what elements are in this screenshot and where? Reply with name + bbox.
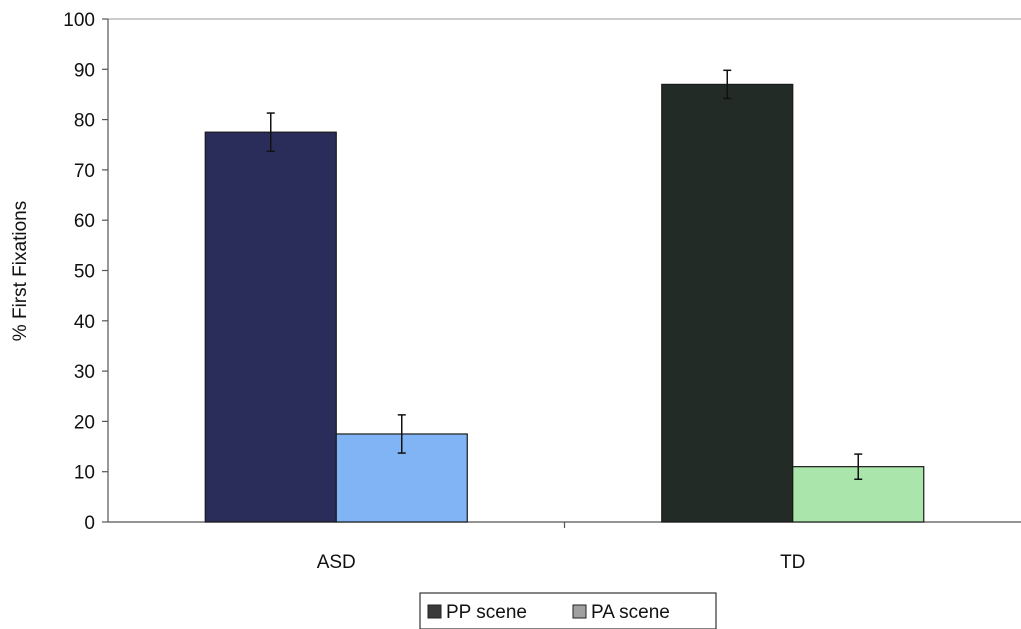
y-tick-label: 80 (74, 111, 95, 132)
y-tick-label: 30 (74, 362, 95, 383)
y-tick-label: 20 (74, 412, 95, 433)
legend-label: PA scene (591, 602, 670, 623)
y-tick-label: 100 (63, 10, 95, 31)
legend: PP scene PA scene (419, 592, 717, 629)
x-tick-label: ASD (317, 552, 356, 573)
y-tick-label: 40 (74, 312, 95, 333)
legend-swatch (572, 604, 587, 619)
y-tick-label: 70 (74, 161, 95, 182)
y-tick-label: 60 (74, 211, 95, 232)
legend-label: PP scene (446, 602, 527, 623)
bar-asd-pp-scene (204, 131, 337, 523)
y-tick-label: 50 (74, 262, 95, 283)
bar-td-pp-scene (661, 83, 794, 523)
y-axis-title: % First Fixations (10, 201, 31, 341)
y-tick-label: 0 (84, 513, 95, 534)
y-tick-label: 10 (74, 463, 95, 484)
x-tick-label: TD (780, 552, 805, 573)
y-tick-label: 90 (74, 60, 95, 81)
legend-box (419, 592, 717, 629)
legend-swatch (427, 604, 442, 619)
plot-area: 0 10 20 30 40 50 60 70 80 90 100 ASD TD (63, 10, 1021, 573)
